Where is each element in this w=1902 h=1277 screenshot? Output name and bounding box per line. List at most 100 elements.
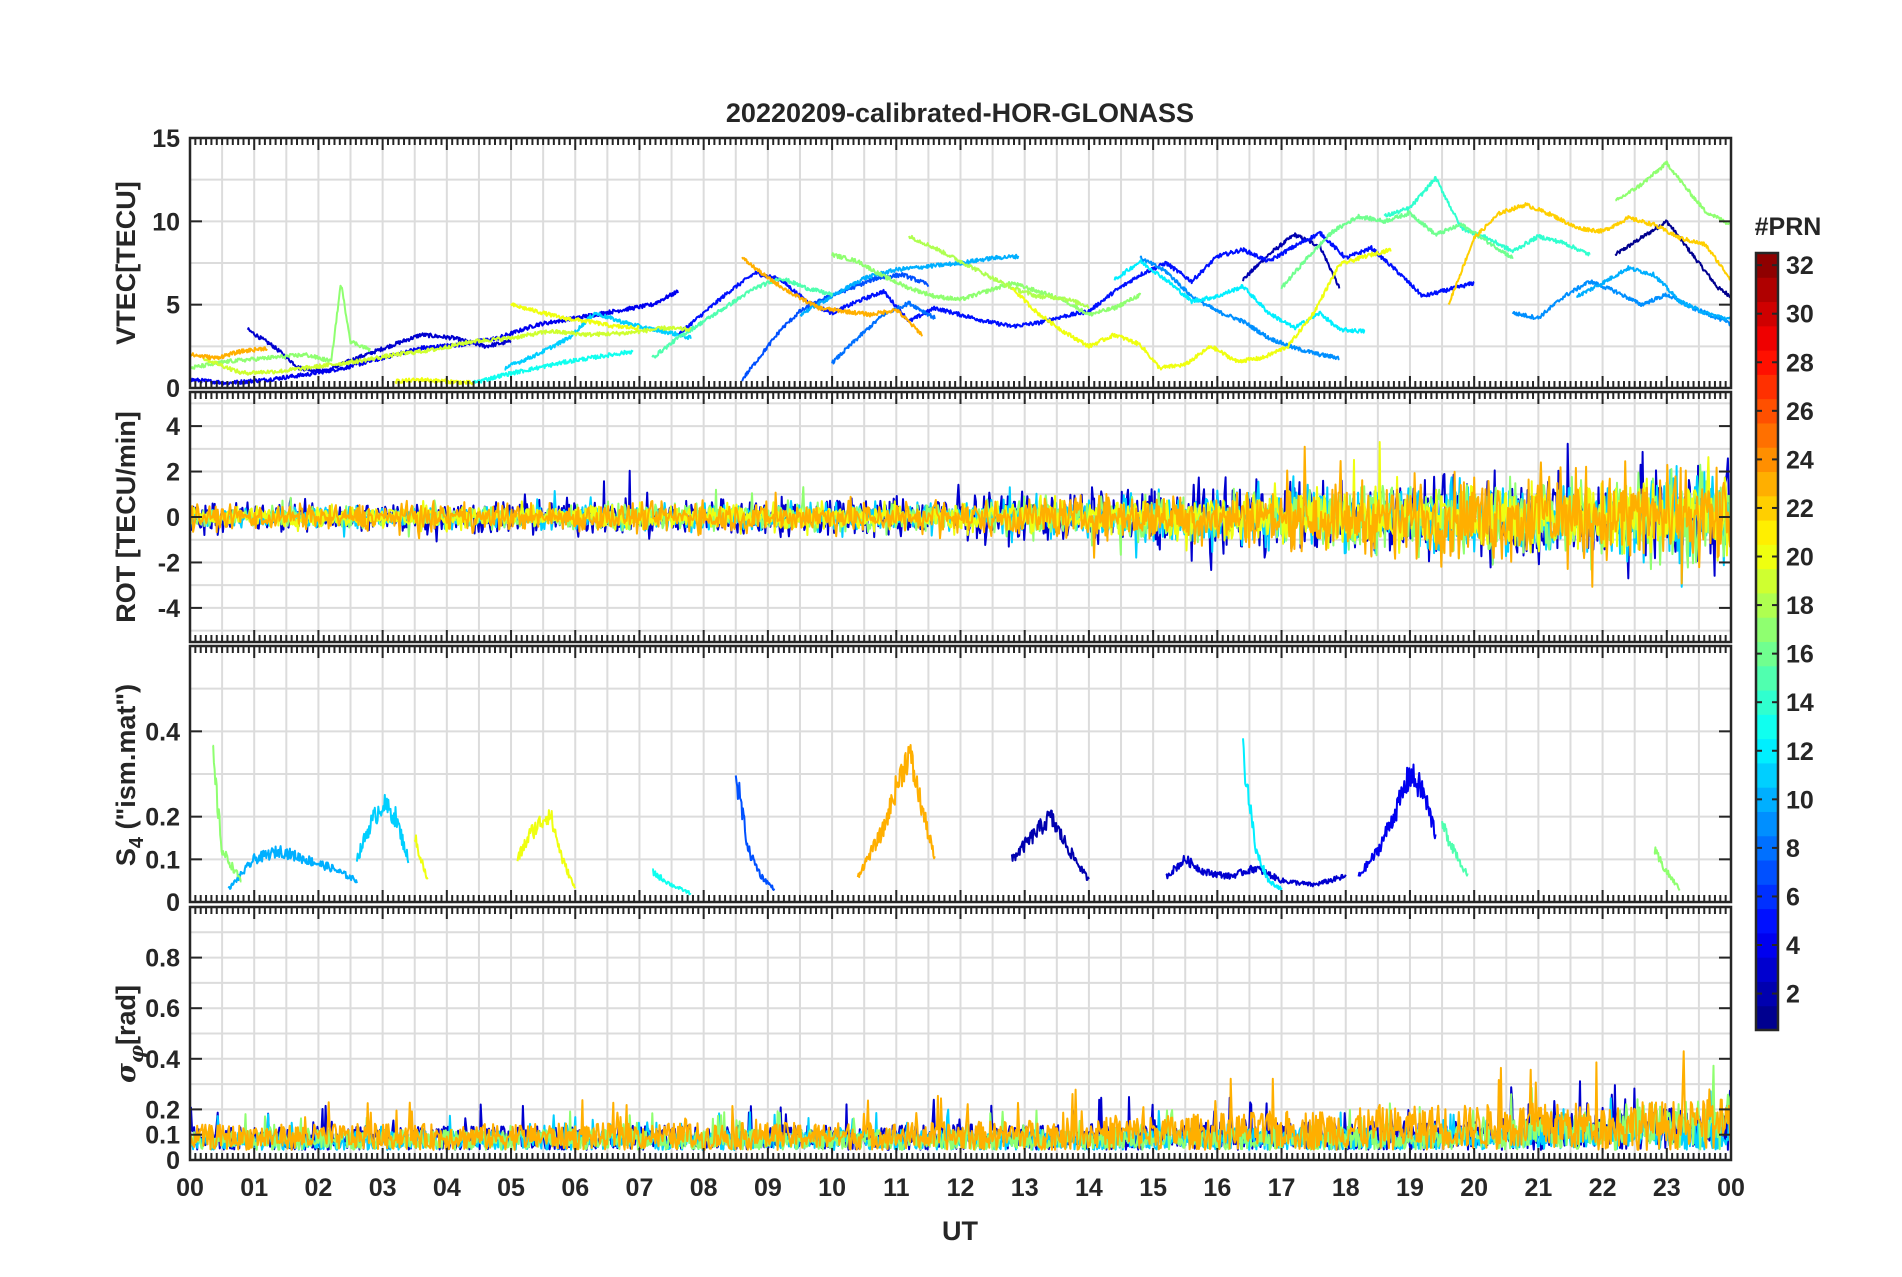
y-tick-label: 2 [166, 459, 180, 487]
series-line-prn-10 [799, 253, 1020, 317]
x-tick-label: 02 [305, 1174, 333, 1202]
series-line-prn-23 [190, 445, 1731, 588]
colorbar-cell [1756, 471, 1778, 497]
series-line-prn-8 [831, 300, 936, 365]
x-tick-label: 17 [1268, 1174, 1296, 1202]
x-tick-label: 00 [1717, 1174, 1745, 1202]
colorbar-tick-label: 18 [1786, 592, 1814, 620]
y-tick-label: 0 [166, 889, 180, 917]
colorbar-tick-label: 6 [1786, 883, 1800, 911]
y-tick-label: 0 [166, 375, 180, 403]
y-tick-label: 0.2 [145, 1096, 180, 1124]
colorbar-cell [1756, 641, 1778, 667]
colorbar-tick-label: 28 [1786, 349, 1814, 377]
colorbar-tick-label: 12 [1786, 738, 1814, 766]
x-tick-label: 09 [754, 1174, 782, 1202]
x-tick-label: 23 [1653, 1174, 1681, 1202]
colorbar-cell [1756, 495, 1778, 521]
x-tick-label: 03 [369, 1174, 397, 1202]
colorbar-cell [1756, 253, 1778, 278]
series-line-prn-22 [1447, 202, 1731, 305]
x-axis-label: UT [942, 1216, 978, 1246]
rot-y-axis-label: ROT [TECU/min] [111, 411, 141, 622]
y-tick-label: 15 [152, 125, 180, 153]
axes-layer [188, 136, 1733, 1162]
series-line-prn-7 [734, 775, 776, 891]
colorbar-cell [1756, 665, 1778, 691]
series-line-prn-12 [1242, 738, 1283, 891]
series-line-prn-17 [1615, 160, 1731, 227]
y-tick-label: 10 [152, 208, 180, 236]
colorbar-cell [1756, 835, 1778, 861]
y-tick-label: 4 [166, 413, 180, 441]
series-line-prn-23 [856, 744, 936, 879]
colorbar-tick-label: 4 [1786, 932, 1800, 960]
colorbar-tick-label: 14 [1786, 689, 1814, 717]
y-tick-label: 0.1 [145, 1122, 180, 1150]
s4-y-axis-label: S4 ("ism.mat") [111, 684, 148, 866]
colorbar-tick-label: 32 [1786, 252, 1814, 280]
series-line-prn-3 [1165, 854, 1347, 888]
series-line-prn-15 [651, 277, 834, 359]
series-line-prn-2 [1010, 809, 1090, 881]
colorbar-cell [1756, 714, 1778, 740]
x-tick-label: 22 [1589, 1174, 1617, 1202]
colorbar-cell [1756, 325, 1778, 351]
series-line-prn-11 [504, 311, 692, 371]
colorbar-cell [1756, 520, 1778, 545]
colorbar-tick-label: 8 [1786, 835, 1800, 863]
x-tick-label: 06 [561, 1174, 589, 1202]
y-tick-label: 0.6 [145, 995, 180, 1023]
colorbar-cell [1756, 957, 1778, 982]
y-tick-label: 0.4 [145, 1046, 180, 1074]
series-line-prn-12 [1113, 259, 1366, 334]
colorbar-label: #PRN [1755, 213, 1822, 241]
series-line-prn-2 [1242, 232, 1341, 289]
x-tick-label: 00 [176, 1174, 204, 1202]
colorbar-cell [1756, 374, 1778, 400]
x-tick-label: 08 [690, 1174, 718, 1202]
series-line-prn-17 [831, 252, 1142, 317]
colorbar-frame [1754, 251, 1780, 1032]
colorbar-cell [1756, 277, 1778, 303]
colorbar-cell [1756, 568, 1778, 594]
x-tick-label: 07 [626, 1174, 654, 1202]
x-tick-label: 15 [1139, 1174, 1167, 1202]
colorbar-tick-label: 26 [1786, 398, 1814, 426]
series-line-prn-4 [1357, 763, 1437, 877]
y-tick-label: 0.2 [145, 804, 180, 832]
colorbar-cell [1756, 301, 1778, 327]
x-tick-label: 19 [1396, 1174, 1424, 1202]
series-line-prn-17 [212, 744, 242, 883]
series-line-prn-18 [908, 234, 1090, 309]
colorbar-tick-label: 22 [1786, 495, 1814, 523]
series-line-prn-1 [1614, 219, 1731, 299]
series-line-prn-11 [355, 793, 410, 864]
x-tick-label: 11 [883, 1174, 910, 1202]
y-tick-label: 0 [166, 1147, 180, 1175]
series-line-prn-19 [201, 325, 692, 376]
series-line-prn-13 [652, 868, 692, 896]
colorbar-cell [1756, 811, 1778, 837]
x-tick-label: 18 [1332, 1174, 1360, 1202]
series-line-prn-17 [190, 284, 371, 370]
colorbar-cell [1756, 1005, 1778, 1031]
x-tick-label: 21 [1524, 1174, 1552, 1202]
colorbar-cell [1756, 787, 1778, 812]
x-tick-label: 13 [1011, 1174, 1039, 1202]
series-line-prn-15 [1441, 821, 1469, 877]
series-line-prn-20 [1011, 247, 1392, 371]
series-line-prn-20 [510, 302, 640, 331]
x-tick-label: 04 [433, 1174, 461, 1202]
x-tick-label: 20 [1460, 1174, 1488, 1202]
colorbar-tick-label: 30 [1786, 301, 1814, 329]
y-tick-label: -4 [158, 595, 180, 623]
colorbar-cell [1756, 447, 1778, 473]
colorbar-cell [1756, 544, 1778, 570]
y-tick-label: 0.8 [145, 945, 180, 973]
colorbar-tick-label: 16 [1786, 641, 1814, 669]
y-tick-label: 0.4 [145, 718, 180, 746]
colorbar-cell [1756, 932, 1778, 958]
